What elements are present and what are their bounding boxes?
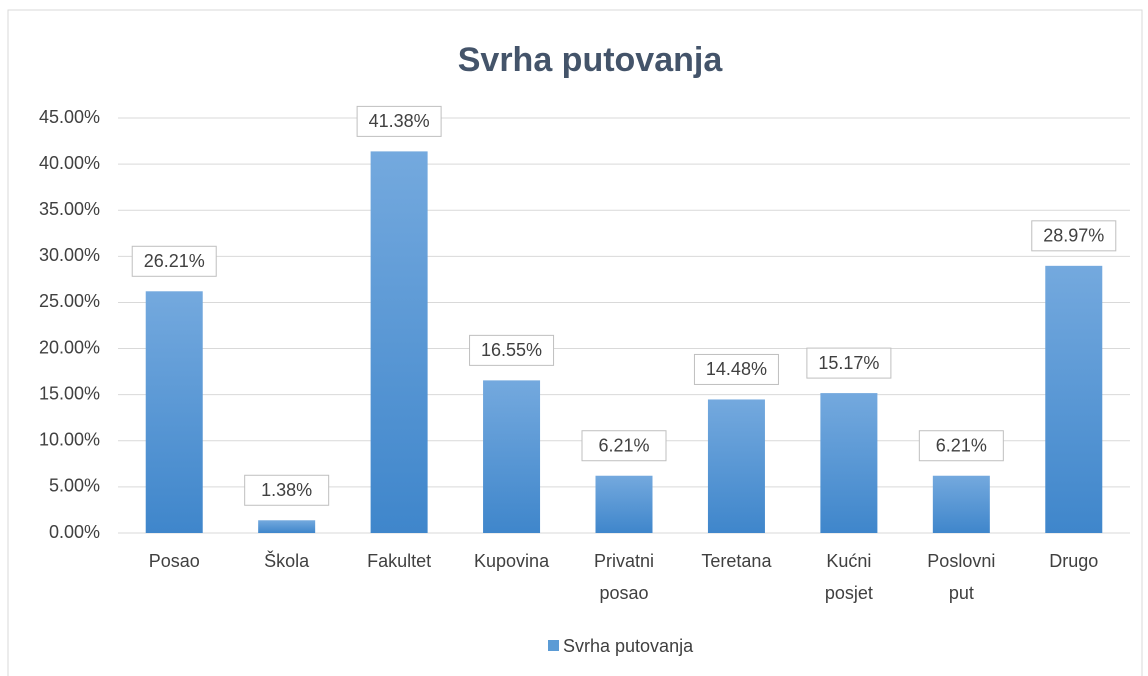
- bar: [483, 380, 541, 533]
- y-tick-label: 30.00%: [39, 245, 100, 265]
- data-label: 6.21%: [598, 435, 649, 455]
- x-tick-label: Privatni posao: [594, 551, 654, 603]
- y-tick-label: 45.00%: [39, 107, 100, 127]
- bar: [595, 475, 653, 533]
- data-label-box: [806, 347, 892, 379]
- bar: [707, 399, 765, 533]
- data-label-box: [244, 474, 330, 506]
- data-label-box: [581, 430, 667, 462]
- x-tick-label: Kupovina: [474, 551, 550, 571]
- data-label-box: [693, 353, 779, 385]
- y-tick-label: 25.00%: [39, 291, 100, 311]
- data-label: 15.17%: [818, 353, 879, 373]
- x-tick-label: Drugo: [1049, 551, 1098, 571]
- x-tick-label: Škola: [264, 550, 310, 571]
- data-label-box: [356, 105, 442, 137]
- x-tick-label: Fakultet: [367, 551, 431, 571]
- bar: [1045, 265, 1103, 533]
- bar: [258, 520, 316, 533]
- data-label: 6.21%: [936, 435, 987, 455]
- y-tick-label: 40.00%: [39, 153, 100, 173]
- data-label-box: [131, 245, 217, 277]
- y-tick-label: 15.00%: [39, 383, 100, 403]
- data-label-box: [918, 430, 1004, 462]
- y-tick-label: 20.00%: [39, 337, 100, 357]
- data-label-box: [469, 334, 555, 366]
- data-label: 28.97%: [1043, 226, 1104, 246]
- legend-label: Svrha putovanja: [563, 636, 694, 656]
- y-tick-label: 0.00%: [49, 522, 100, 542]
- x-tick-label: Posao: [149, 551, 200, 571]
- y-tick-label: 35.00%: [39, 199, 100, 219]
- data-label: 14.48%: [706, 359, 767, 379]
- data-label: 41.38%: [369, 111, 430, 131]
- x-tick-label: Kućni posjet: [825, 551, 873, 603]
- x-tick-label: Poslovni put: [927, 551, 995, 603]
- x-tick-label: Teretana: [701, 551, 772, 571]
- bar: [820, 393, 878, 533]
- legend-swatch: [548, 640, 559, 651]
- data-label: 16.55%: [481, 340, 542, 360]
- chart-title: Svrha putovanja: [458, 41, 724, 79]
- bar: [145, 291, 203, 533]
- y-tick-label: 5.00%: [49, 476, 100, 496]
- data-label: 1.38%: [261, 480, 312, 500]
- bar: [932, 475, 990, 533]
- data-label-box: [1031, 220, 1117, 252]
- y-tick-label: 10.00%: [39, 430, 100, 450]
- bar: [370, 151, 428, 533]
- data-label: 26.21%: [144, 251, 205, 271]
